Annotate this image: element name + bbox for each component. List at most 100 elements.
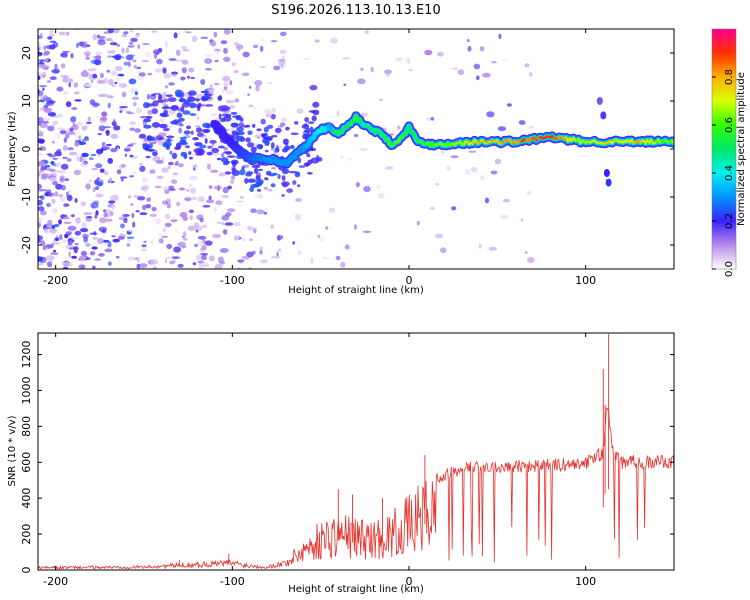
noise-blob <box>154 53 157 59</box>
noise-blob <box>294 213 301 219</box>
noise-blob <box>40 95 44 100</box>
noise-blob <box>70 53 74 59</box>
noise-blob <box>74 99 82 102</box>
noise-blob <box>247 226 253 231</box>
noise-blob <box>64 261 73 267</box>
noise-blob <box>48 228 58 234</box>
noise-blob <box>217 105 225 112</box>
noise-blob <box>346 157 352 161</box>
noise-blob <box>230 159 239 165</box>
noise-blob <box>265 170 272 176</box>
noise-blob <box>104 218 113 222</box>
noise-blob <box>182 110 191 115</box>
noise-blob <box>196 115 200 121</box>
noise-blob <box>103 31 109 34</box>
noise-blob <box>131 212 135 219</box>
noise-blob <box>137 196 146 201</box>
noise-blob <box>142 143 149 146</box>
noise-blob <box>124 153 128 158</box>
colorbar-label: Normalized spectral amplitude <box>736 72 747 226</box>
noise-blob <box>210 169 219 173</box>
noise-blob <box>89 232 98 235</box>
noise-blob <box>101 111 108 117</box>
noise-blob <box>40 195 45 201</box>
noise-blob <box>303 162 311 167</box>
noise-blob <box>182 216 188 221</box>
noise-blob <box>158 47 163 53</box>
noise-blob <box>384 69 392 75</box>
noise-blob <box>46 167 52 172</box>
noise-blob <box>83 51 91 56</box>
y-tick-label: -20 <box>20 236 33 254</box>
noise-blob <box>69 151 78 156</box>
noise-blob <box>171 256 181 259</box>
noise-blob <box>87 116 92 122</box>
noise-blob <box>64 31 67 36</box>
noise-blob <box>189 156 193 160</box>
noise-blob <box>109 177 112 184</box>
snr-x-ticks: -200 -100 0 100 <box>43 333 596 588</box>
noise-blob <box>67 194 72 198</box>
noise-blob <box>85 216 93 219</box>
noise-blob <box>248 104 254 108</box>
noise-blob <box>61 184 66 191</box>
noise-blob <box>95 163 103 169</box>
noise-blob <box>274 145 283 148</box>
noise-blob <box>231 130 239 136</box>
noise-blob <box>364 30 369 35</box>
noise-blob <box>146 93 150 100</box>
noise-blob <box>227 185 233 190</box>
noise-blob <box>201 128 211 133</box>
noise-blob <box>204 138 208 144</box>
noise-blob <box>41 71 45 76</box>
noise-blob <box>187 75 191 79</box>
feature-blob <box>600 111 607 120</box>
noise-blob <box>112 29 120 34</box>
noise-blob <box>171 152 178 159</box>
noise-blob <box>38 190 42 193</box>
noise-blob <box>190 76 195 80</box>
noise-blob <box>111 204 116 211</box>
noise-blob <box>186 31 192 34</box>
noise-blob <box>201 255 208 261</box>
noise-blob <box>267 82 273 85</box>
noise-blob <box>189 113 197 116</box>
noise-blob <box>206 199 215 204</box>
noise-blob <box>74 230 82 236</box>
noise-blob <box>258 195 264 199</box>
noise-blob <box>221 195 229 199</box>
noise-blob <box>99 72 104 79</box>
noise-blob <box>62 50 71 53</box>
noise-blob <box>132 59 137 63</box>
noise-blob <box>150 240 155 245</box>
noise-blob <box>213 31 218 38</box>
noise-blob <box>173 246 182 253</box>
noise-blob <box>151 122 161 128</box>
noise-blob <box>151 108 158 115</box>
noise-blob <box>49 76 57 81</box>
noise-blob <box>177 263 184 268</box>
noise-blob <box>241 72 250 77</box>
noise-blob <box>298 165 306 168</box>
noise-blob <box>330 37 338 44</box>
noise-blob <box>113 118 116 125</box>
snr-y-ticks: 0 200 400 600 800 1000 1200 <box>20 341 674 574</box>
noise-blob <box>182 49 190 52</box>
noise-blob <box>99 217 107 224</box>
noise-blob <box>68 190 72 193</box>
noise-blob <box>314 39 320 43</box>
noise-blob <box>79 228 89 233</box>
noise-blob <box>68 239 73 246</box>
noise-blob <box>51 121 56 127</box>
noise-blob <box>304 123 308 128</box>
noise-blob <box>259 249 263 255</box>
noise-blob <box>279 235 284 240</box>
noise-blob <box>70 116 77 123</box>
noise-blob <box>107 50 116 54</box>
noise-blob <box>304 117 309 123</box>
noise-blob <box>110 133 119 139</box>
noise-blob <box>91 246 98 250</box>
noise-blob <box>218 172 226 177</box>
noise-blob <box>59 130 67 135</box>
noise-blob <box>55 162 61 167</box>
